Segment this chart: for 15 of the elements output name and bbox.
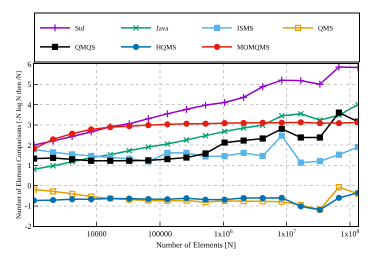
x-tick-label: 1x10$^{8}$ [340, 229, 360, 239]
y-tick-label: 3 [27, 120, 32, 130]
y-tick-label: -2 [24, 222, 32, 231]
y-tick-label: 4 [27, 100, 32, 110]
y-tick-label: 6 [27, 60, 32, 69]
y-tick-label: 0 [27, 181, 32, 190]
x-tick-label: 10000 [86, 230, 107, 239]
x-axis-title: Number of Elements [N] [156, 240, 236, 250]
y-tick-label: 5 [27, 80, 32, 90]
y-tick-label: -1 [24, 202, 32, 211]
x-tick-label: 100000 [148, 230, 172, 239]
y-tick-label: 1 [27, 161, 32, 170]
y-tick-label: 2 [27, 140, 32, 150]
x-tick-label: 1x10$^{7}$ [277, 229, 296, 239]
x-tick-label: 1x10$^{6}$ [214, 229, 233, 239]
